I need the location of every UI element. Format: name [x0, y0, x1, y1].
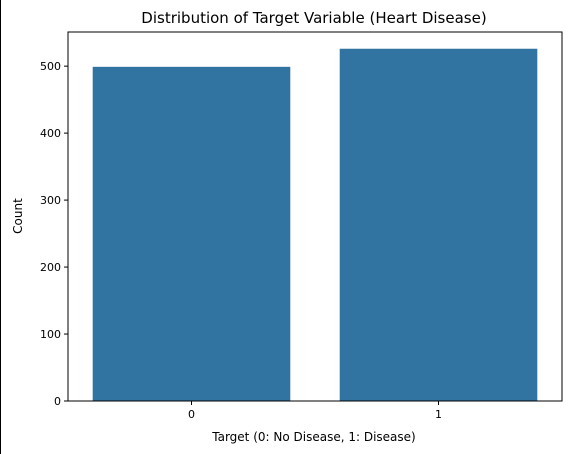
- window-left-border: [0, 0, 1, 454]
- y-tick-label: 500: [40, 60, 61, 73]
- y-tick-label: 100: [40, 328, 61, 341]
- y-tick-label: 200: [40, 261, 61, 274]
- chart-title: Distribution of Target Variable (Heart D…: [141, 9, 486, 27]
- plot-frame: [67, 31, 563, 402]
- bar-1: [339, 48, 538, 402]
- bar-0: [92, 66, 291, 401]
- x-axis-label: Target (0: No Disease, 1: Disease): [211, 430, 415, 444]
- x-tick-label: 1: [435, 408, 442, 421]
- y-tick-label: 0: [54, 395, 61, 408]
- bars-layer: [92, 48, 538, 402]
- y-axis-label: Count: [11, 198, 25, 234]
- y-axis: 0 100 200 300 400 500: [40, 60, 68, 408]
- y-tick-label: 300: [40, 194, 61, 207]
- y-tick-label: 400: [40, 127, 61, 140]
- x-tick-label: 0: [188, 408, 195, 421]
